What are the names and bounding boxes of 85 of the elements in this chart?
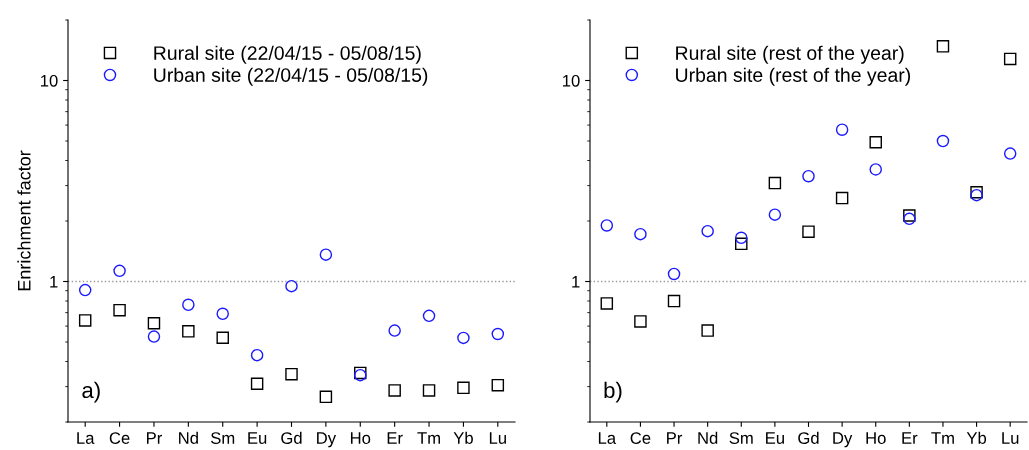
- point: [285, 279, 298, 293]
- point: [250, 348, 264, 362]
- y-axis-title: Enrichment factor: [17, 150, 31, 291]
- point: [600, 297, 614, 310]
- point: [422, 384, 436, 397]
- point: [147, 330, 161, 343]
- x-tick-label: Lu: [489, 432, 506, 444]
- point: [1003, 52, 1017, 66]
- x-tick-label: Gd: [281, 431, 302, 444]
- point: [936, 134, 950, 148]
- point: [903, 209, 916, 222]
- x-tick-label: Yb: [966, 431, 987, 444]
- point: [457, 381, 470, 395]
- point: [388, 384, 401, 397]
- point: [802, 169, 815, 183]
- point: [869, 135, 882, 149]
- point: [78, 283, 92, 297]
- point: [634, 315, 647, 328]
- point: [216, 307, 229, 321]
- x-tick-label: Tm: [931, 432, 954, 444]
- point: [491, 327, 505, 341]
- x-tick-label: Er: [902, 432, 918, 444]
- x-tick-label: Er: [387, 432, 403, 444]
- point: [701, 224, 714, 238]
- x-tick-label: Pr: [667, 432, 683, 444]
- point: [835, 123, 849, 136]
- y-tick-label: 1: [572, 276, 580, 288]
- point: [491, 378, 505, 392]
- point: [936, 40, 950, 53]
- x-tick-label: Pr: [147, 432, 163, 444]
- point: [319, 248, 333, 261]
- x-tick-label: Tm: [417, 432, 440, 444]
- x-tick-label: Yb: [453, 431, 473, 444]
- point: [182, 298, 195, 312]
- x-tick-label: Eu: [248, 432, 267, 444]
- point: [422, 309, 436, 323]
- point: [735, 231, 748, 245]
- point: [701, 324, 714, 337]
- point: [147, 316, 161, 330]
- x-tick-label: Ce: [630, 432, 651, 444]
- y-tick-label: 10: [41, 74, 58, 87]
- point: [903, 212, 916, 226]
- point: [78, 314, 92, 327]
- point: [319, 390, 333, 404]
- point: [735, 237, 748, 251]
- legend-label: Rural site (22/04/15 - 05/08/15): [154, 45, 421, 64]
- point: [457, 331, 470, 345]
- x-tick-label: La: [598, 432, 617, 444]
- x-tick-label: Sm: [210, 432, 235, 444]
- y-tick-label: 1: [50, 276, 58, 288]
- point: [667, 267, 681, 281]
- annotation: b): [604, 381, 622, 403]
- point: [1003, 147, 1017, 160]
- point: [113, 264, 126, 278]
- x-tick-label: Lu: [1002, 432, 1019, 444]
- point: [768, 176, 782, 190]
- point: [600, 219, 614, 232]
- legend-label: Urban site (rest of the year): [676, 67, 911, 86]
- legend-label: Urban site (22/04/15 - 05/08/15): [154, 67, 428, 86]
- x-tick-label: Ce: [109, 432, 130, 444]
- point: [802, 225, 815, 238]
- x-tick-label: Dy: [833, 432, 853, 448]
- y-tick-label: 10: [563, 74, 580, 87]
- x-tick-label: Ho: [866, 432, 886, 444]
- annotation: a): [82, 381, 100, 403]
- point: [667, 294, 681, 308]
- x-tick-label: Ho: [350, 432, 371, 444]
- x-tick-label: Nd: [179, 431, 198, 444]
- x-tick-label: Sm: [729, 432, 753, 444]
- point: [388, 324, 401, 337]
- point: [113, 303, 126, 317]
- x-tick-label: La: [77, 432, 95, 444]
- x-tick-label: Dy: [317, 432, 337, 448]
- point: [285, 367, 298, 381]
- point: [835, 191, 849, 205]
- x-tick-label: Eu: [766, 432, 784, 444]
- x-tick-label: Nd: [698, 431, 718, 444]
- point: [768, 208, 782, 221]
- point: [250, 377, 264, 390]
- point: [869, 163, 882, 176]
- point: [216, 331, 229, 345]
- legend-label: Rural site (rest of the year): [676, 45, 904, 64]
- x-tick-label: Gd: [798, 431, 819, 444]
- point: [634, 227, 647, 241]
- point: [182, 325, 195, 338]
